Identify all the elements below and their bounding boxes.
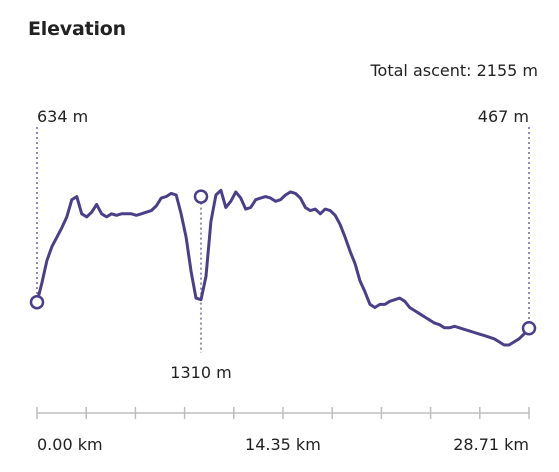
end-elevation-label: 467 m xyxy=(478,107,529,126)
max-elevation-label: 1310 m xyxy=(170,363,231,382)
start-marker xyxy=(29,294,45,310)
end-marker xyxy=(521,321,537,336)
max-marker xyxy=(193,189,209,204)
chart-title: Elevation xyxy=(28,18,126,40)
elevation-line xyxy=(35,188,531,347)
x-tick-label: 28.71 km xyxy=(453,435,529,454)
x-tick-label: 14.35 km xyxy=(245,435,321,454)
start-elevation-label: 634 m xyxy=(37,107,88,126)
x-tick-label: 0.00 km xyxy=(37,435,103,454)
total-ascent-label: Total ascent: 2155 m xyxy=(370,61,538,80)
